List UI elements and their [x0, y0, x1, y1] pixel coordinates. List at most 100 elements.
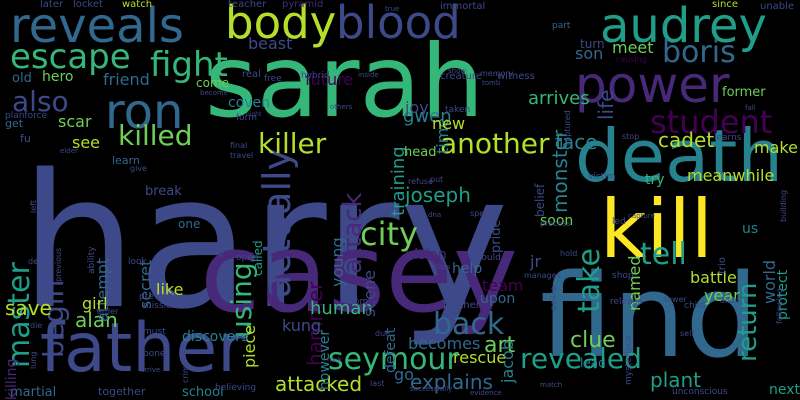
word-upon: upon [480, 291, 516, 307]
word-hero: hero [42, 69, 74, 85]
word-battle: battle [690, 268, 737, 287]
word-travel: travel [230, 151, 254, 160]
word-witness: witness [497, 71, 535, 82]
word-go: go [394, 365, 414, 384]
word-kill: kill [600, 183, 714, 276]
word-successfully: successfully [410, 385, 453, 393]
word-jr: jr [530, 252, 542, 271]
word-bone: bone [143, 349, 166, 359]
word-match: match [540, 381, 563, 389]
word-killer: killer [258, 127, 327, 160]
word-turn: turn [580, 37, 605, 51]
word-pride: pride [489, 219, 504, 253]
word-casey: casey [200, 209, 518, 337]
word-friend: friend [103, 70, 150, 89]
word-must: must [143, 327, 166, 337]
word-brother: brother [443, 300, 480, 311]
word-sarah: sarah [205, 23, 485, 140]
word-hybrid: hybrid [301, 71, 330, 81]
word-future: future [305, 70, 354, 89]
word-joy: joy [405, 98, 429, 117]
word-spell: spell [470, 209, 489, 218]
word-try: try [645, 172, 665, 188]
word-left: left [29, 200, 38, 213]
word-elder: elder [60, 147, 78, 155]
word-mysterious: mysterious [624, 335, 634, 385]
word-teacher: teacher [228, 0, 267, 10]
word-planforce: planforce [5, 111, 48, 121]
word-gwen: gwen [403, 106, 452, 127]
word-meet: meet [612, 38, 654, 57]
word-reveals: reveals [10, 0, 184, 54]
word-fall: fall [745, 104, 756, 112]
word-release: release [610, 297, 643, 307]
word-look: look [128, 257, 147, 267]
word-fight: fight [150, 45, 228, 85]
word-alan: alan [75, 308, 118, 332]
word-harry: harry [20, 134, 509, 350]
word-seymour: seymour [328, 342, 459, 377]
word-show: show [448, 67, 467, 75]
word-young: young [328, 237, 347, 287]
word-make: make [754, 138, 798, 157]
word-rescue: rescue [453, 348, 507, 367]
word-locket: locket [73, 0, 103, 10]
word-like: like [156, 280, 184, 299]
word-come: come [196, 76, 230, 90]
word-shop: shop [612, 271, 634, 281]
word-hold: hold [560, 249, 578, 258]
word-plant: plant [650, 368, 702, 392]
word-discovers: discovers [182, 329, 249, 345]
word-joseph: joseph [405, 183, 471, 207]
word-break: break [145, 184, 182, 199]
word-coven: coven [228, 95, 271, 111]
word-head: head [404, 145, 437, 160]
word-learns: learns [714, 133, 742, 143]
word-class: class [433, 263, 451, 271]
word-would: would [474, 253, 501, 263]
word-team: team [482, 276, 524, 295]
word-give: give [130, 164, 147, 173]
word-since: since [712, 0, 738, 10]
word-body: body [225, 0, 337, 49]
word-victim: victim [588, 172, 616, 182]
word-alien: alien [720, 296, 740, 305]
word-boris: boris [662, 35, 736, 70]
word-new: new [432, 114, 466, 133]
word-together: together [98, 385, 146, 398]
word-believing: believing [215, 383, 257, 393]
word-trio: trio [717, 257, 728, 274]
word-fu: fu [20, 132, 31, 145]
word-tower: tower [664, 295, 687, 304]
word-revealed: revealed [520, 342, 642, 375]
word-martial: martial [10, 385, 57, 400]
word-back: back [433, 307, 505, 342]
word-manages: manages [524, 271, 561, 280]
word-put: put [430, 175, 444, 184]
word-rock: rock [327, 356, 342, 364]
word-soon: soon [540, 213, 574, 229]
word-watch: watch [122, 0, 153, 10]
word-process: process [540, 219, 571, 228]
word-die: die [30, 321, 43, 330]
word-mission: mission [143, 301, 178, 311]
word-also: also [12, 85, 69, 118]
word-open: open [236, 253, 259, 263]
word-resulting: resulting [217, 221, 226, 257]
word-belief: belief [533, 183, 547, 217]
word-due: due [375, 329, 391, 338]
word-form: form [236, 113, 257, 123]
word-become: become [200, 89, 229, 97]
word-immortal: immortal [440, 1, 486, 12]
word-dead: dead [28, 257, 48, 266]
word-father: father [40, 309, 246, 388]
word-us: us [742, 221, 759, 237]
word-blood: blood [336, 0, 461, 49]
word-last: last [370, 379, 385, 388]
word-order: order [97, 307, 119, 316]
word-take: take [572, 248, 607, 313]
word-clue: clue [570, 328, 616, 353]
word-old: old [12, 71, 32, 86]
word-previous: previous [54, 247, 63, 282]
